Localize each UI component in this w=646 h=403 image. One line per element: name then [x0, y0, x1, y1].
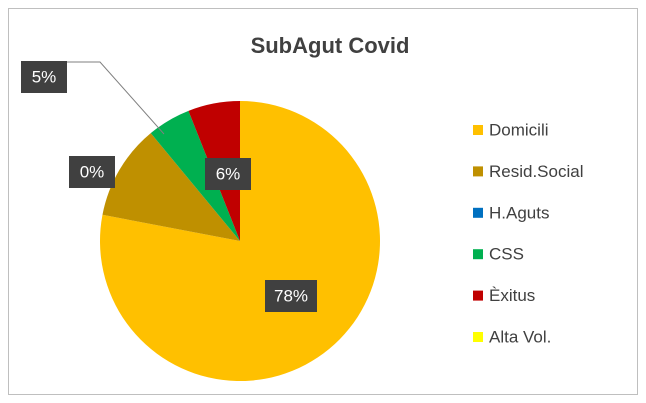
- data-label: 78%: [274, 286, 308, 305]
- legend-label: Resid.Social: [489, 162, 584, 181]
- data-label-box: [205, 158, 251, 190]
- legend-swatch: [473, 125, 483, 135]
- data-label: 0%: [80, 162, 105, 181]
- data-label-box: [265, 280, 317, 312]
- legend-label: CSS: [489, 245, 524, 264]
- pie-slice: [102, 133, 240, 241]
- legend-label: Domicili: [489, 120, 549, 139]
- legend-label: Èxitus: [489, 286, 535, 305]
- legend-swatch: [473, 166, 483, 177]
- chart-title: SubAgut Covid: [251, 33, 410, 58]
- data-label: 6%: [216, 164, 241, 183]
- data-label-box: [69, 156, 115, 188]
- legend-swatch: [473, 290, 483, 301]
- leader-line: [67, 61, 165, 135]
- legend-swatch: [473, 207, 483, 218]
- legend-label: Alta Vol.: [489, 327, 551, 346]
- data-label-box: [21, 61, 67, 93]
- legend-swatch: [473, 332, 483, 342]
- pie-slice: [150, 110, 240, 241]
- legend-label: H.Aguts: [489, 203, 549, 222]
- legend-swatch: [473, 249, 483, 260]
- data-label: 5%: [32, 67, 57, 86]
